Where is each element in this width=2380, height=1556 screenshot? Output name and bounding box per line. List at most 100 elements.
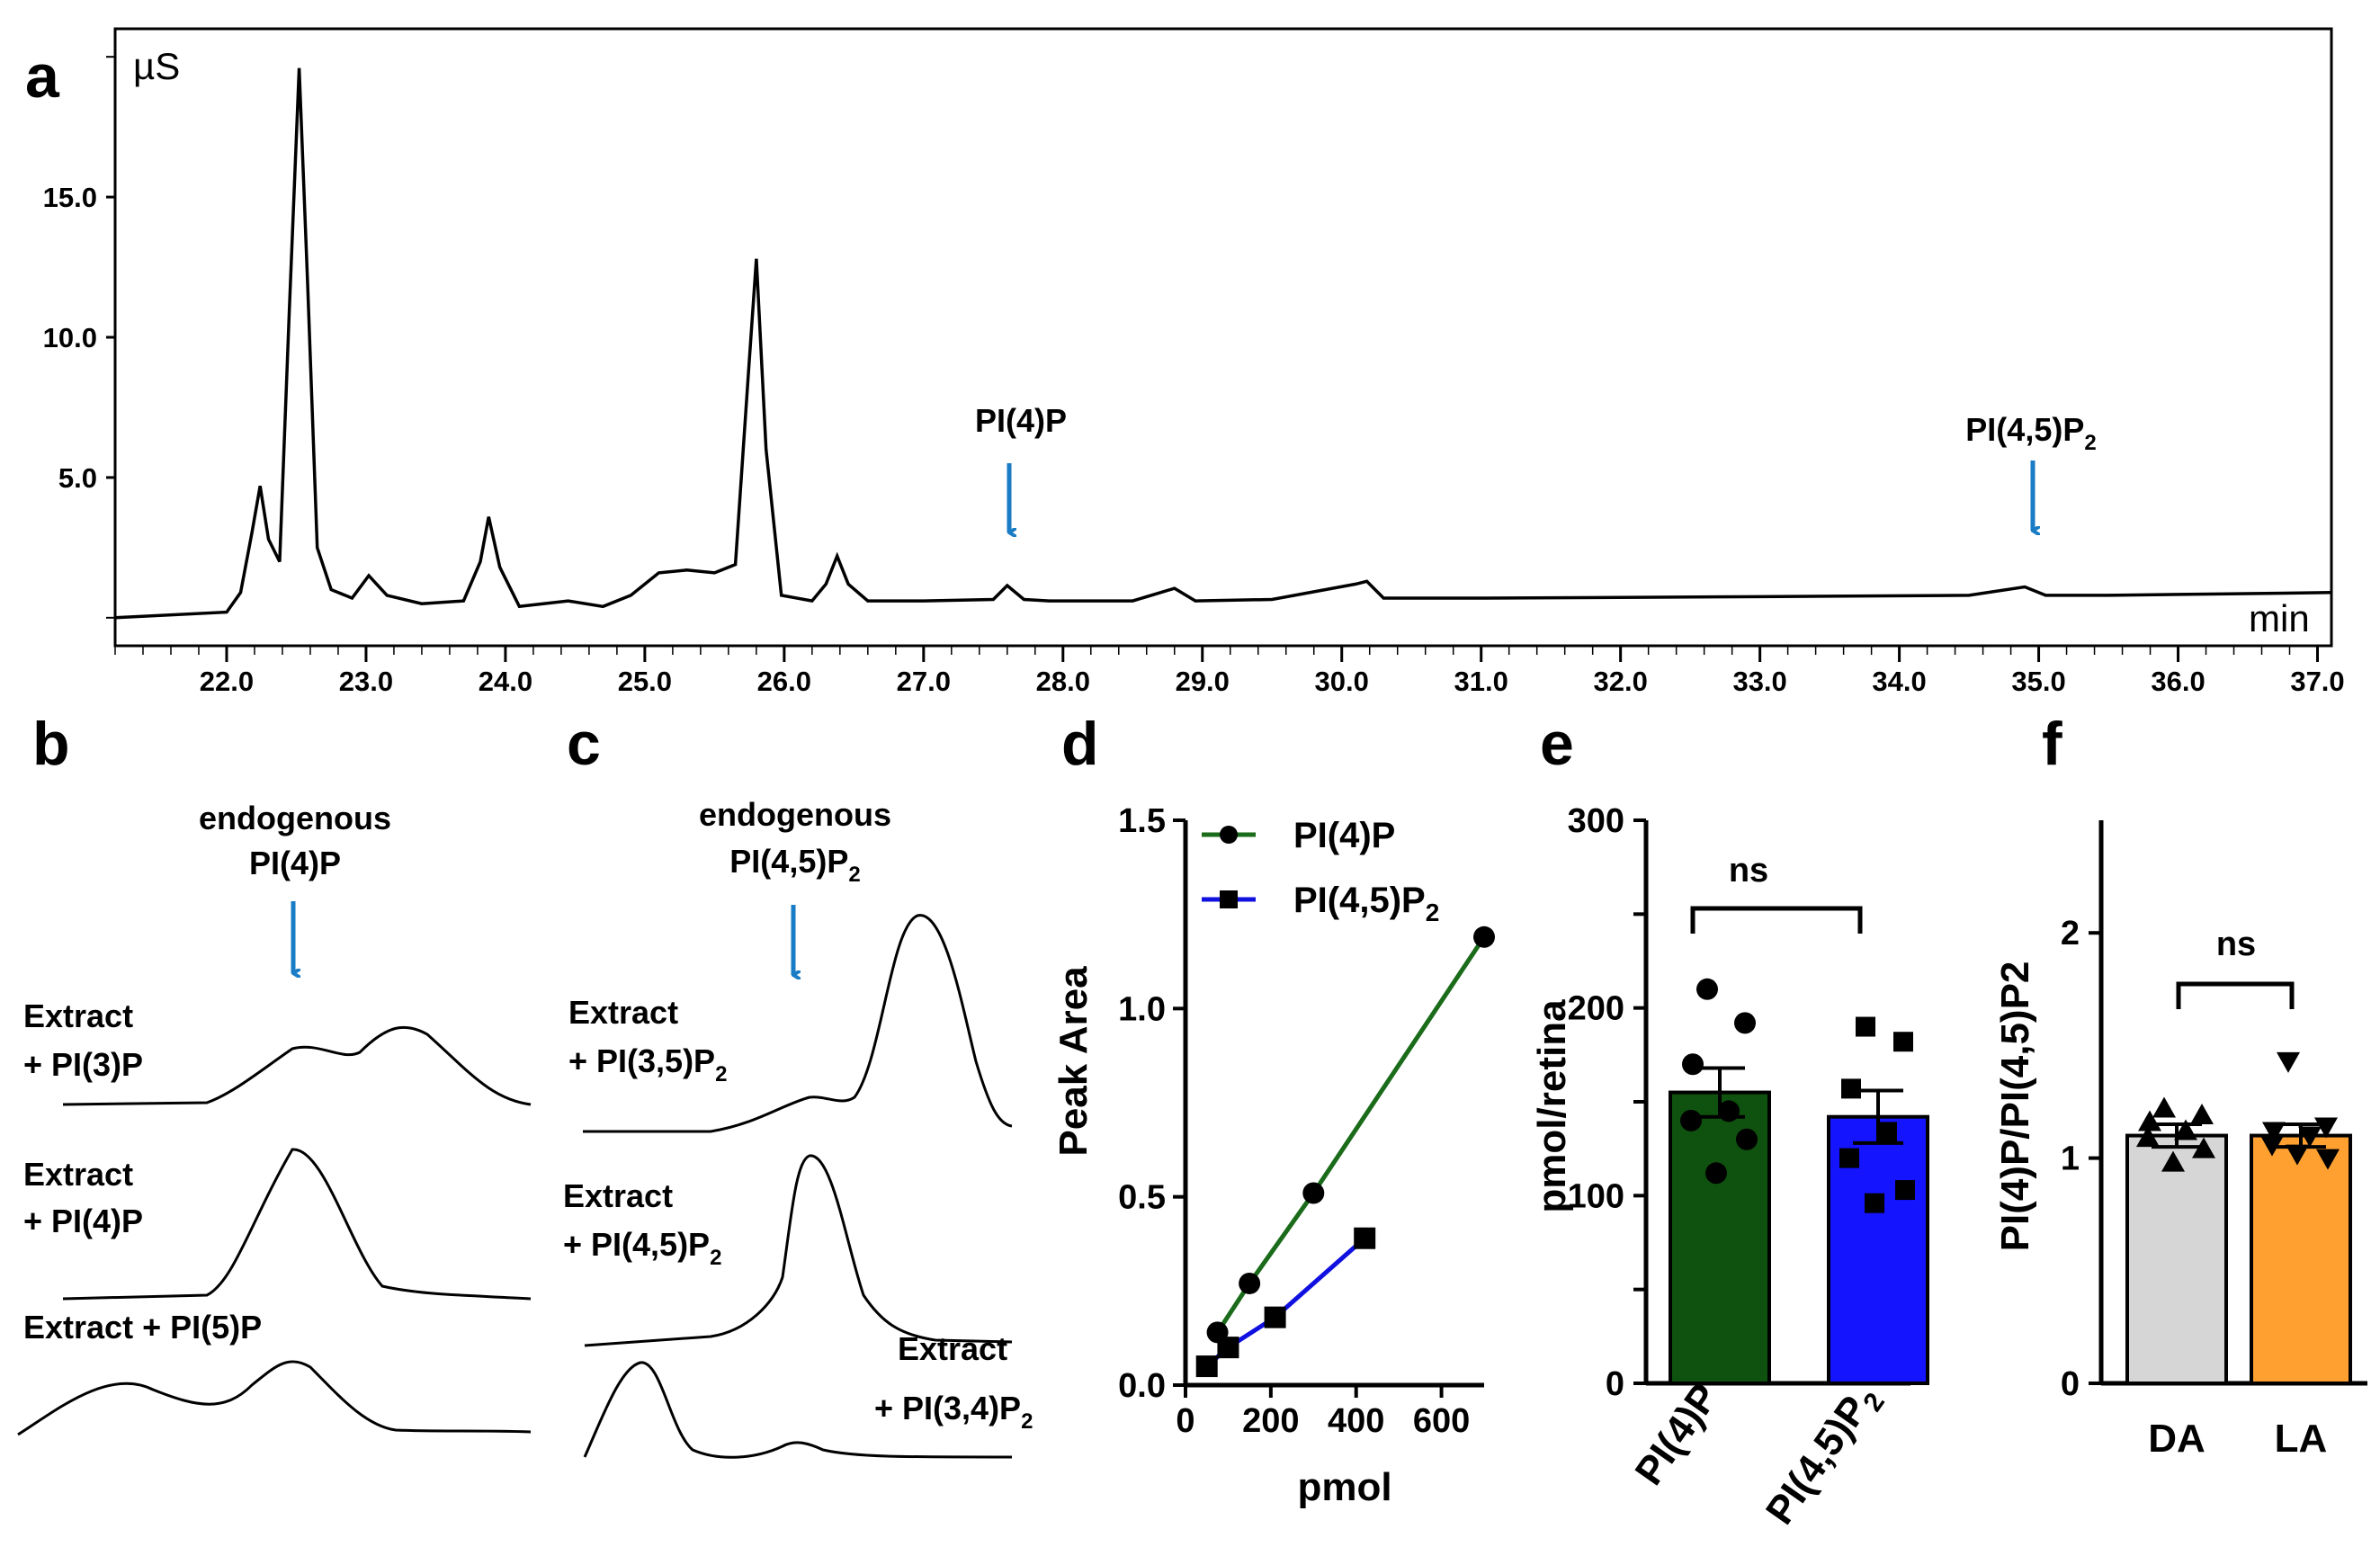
panel-e-significance: ns [1729,852,1768,890]
x-tick-label: 25.0 [618,666,672,697]
x-tick-label: 26.0 [757,666,811,697]
b-endogenous-lipid: PI(4)P [249,845,341,881]
data-point-triangle-up [2192,1137,2215,1158]
data-point-circle [1680,1109,1702,1131]
data-point-square [1856,1016,1875,1037]
series-line [1215,935,1487,1334]
panel-e-category-pi4p: PI(4)P [1627,1376,1728,1493]
data-point-circle [1239,1272,1261,1294]
x-tick-label: 29.0 [1176,666,1230,697]
x-tick-label: 30.0 [1315,666,1369,697]
data-point-circle [1734,1012,1756,1034]
data-point-square [1217,1337,1239,1359]
x-tick-label: 35.0 [2011,666,2065,697]
data-point-triangle-down [2260,1135,2284,1157]
x-tick-label: 32.0 [1593,666,1647,697]
panel-e-plot: 0 100 200 300 [1568,802,1929,1403]
y-tick-label: 15.0 [43,182,97,213]
panel-d-axes: 0.0 0.5 1.0 1.5 0 200 400 600 [1118,802,1484,1440]
panel-e-category-pi45p2: PI(4,5)P2 [1758,1376,1891,1536]
data-point-square [1895,1180,1915,1201]
b-trace2-label: + PI(4)P [23,1203,143,1239]
data-point-triangle-up [2152,1096,2176,1118]
panel-label-a: a [25,42,60,111]
x-tick-label: 37.0 [2290,666,2344,697]
c-trace3-label: + PI(3,4)P2 [874,1390,1033,1434]
legend-marker-square [1220,890,1238,908]
data-point-triangle-down [2286,1144,2309,1166]
c-trace2-extract: Extract [563,1177,673,1214]
panel-label-c: c [567,710,601,778]
data-point-circle [1736,1128,1758,1150]
data-point-triangle-up [2161,1150,2185,1172]
data-point-triangle-up [2136,1126,2160,1148]
y-tick-label: 1.0 [1118,990,1166,1028]
data-point-circle [1696,978,1718,1000]
data-point-triangle-up [2190,1104,2214,1125]
data-point-triangle-down [2316,1149,2340,1170]
x-tick-label: 200 [1242,1402,1299,1440]
y-tick-label: 1.5 [1118,802,1166,840]
panel-f-category-la: LA [2275,1417,2328,1461]
b-trace-pi3p [62,1025,532,1106]
panel-e-ylabel: pmol/retina [1530,999,1574,1213]
x-tick-label: 28.0 [1036,666,1090,697]
data-point-triangle-up [2138,1110,2161,1131]
y-tick-label: 5.0 [58,462,97,494]
b-trace2-extract: Extract [23,1156,133,1193]
panel-d-xlabel: pmol [1297,1465,1391,1509]
data-point-square [1839,1148,1859,1168]
annotation-pi45p2: PI(4,5)P2 [1965,411,2096,455]
panel-e-bracket [1690,906,1863,934]
panel-f-ylabel: PI(4)P/PI(4,5)P2 [1993,961,2037,1252]
legend-marker-circle [1220,826,1238,844]
b-trace-pi4p [62,1148,532,1301]
panel-d-series [1195,926,1495,1378]
panel-d-legend: PI(4)P PI(4,5)P2 [1202,816,1439,926]
b-trace3-label: Extract + PI(5)P [23,1309,262,1346]
data-point-triangle-down [2298,1126,2322,1148]
panel-label-b: b [32,710,70,778]
data-point-square [1195,1355,1218,1378]
panel-a-ylabel: µS [133,45,180,87]
y-tick-label: 300 [1568,802,1624,840]
y-tick-label: 0 [2061,1365,2080,1403]
b-endogenous-label: endogenous [199,800,391,836]
x-tick-label: 24.0 [479,666,532,697]
panel-a-yaxis: 5.0 10.0 15.0 [43,56,115,619]
x-tick-label: 33.0 [1732,666,1786,697]
y-tick-label: 1 [2061,1140,2080,1178]
b-trace-pi5p [17,1360,532,1436]
data-point-square [1841,1078,1861,1099]
c-endogenous-label: endogenous [699,796,891,833]
data-point-circle [1718,1100,1740,1122]
data-point-square [1264,1306,1286,1328]
c-trace1-extract: Extract [568,994,678,1031]
data-point-circle [1705,1162,1727,1185]
panel-f-bracket [2176,981,2295,1009]
x-tick-label: 600 [1413,1402,1470,1440]
bar [2250,1133,2352,1386]
panel-label-e: e [1540,710,1574,778]
y-tick-label: 200 [1568,990,1624,1028]
panel-f-category-da: DA [2148,1417,2206,1461]
legend-label-pi4p: PI(4)P [1293,816,1395,855]
y-tick-label: 2 [2061,915,2080,952]
data-point-triangle-up [2174,1119,2197,1140]
panel-a-xaxis: 22.0 23.0 24.0 25.0 26.0 27.0 28.0 29.0 30.0 31.0… [114,646,2345,697]
x-tick-label: 31.0 [1454,666,1508,697]
c-trace-pi34p2 [583,1361,1013,1459]
data-point-circle [1302,1182,1325,1204]
data-point-triangle-down [2262,1122,2286,1143]
x-tick-label: 23.0 [339,666,393,697]
panel-f-plot: 0 1 2 [2061,820,2367,1403]
data-point-circle [1473,926,1495,948]
c-trace3-extract: Extract [898,1330,1007,1367]
x-tick-label: 22.0 [200,666,254,697]
y-tick-label: 100 [1568,1177,1624,1215]
c-trace1-label: + PI(3,5)P2 [568,1042,727,1087]
data-point-square [1354,1227,1376,1249]
legend-label-pi45p2: PI(4,5)P2 [1293,881,1439,926]
y-tick-label: 0.0 [1118,1367,1166,1405]
